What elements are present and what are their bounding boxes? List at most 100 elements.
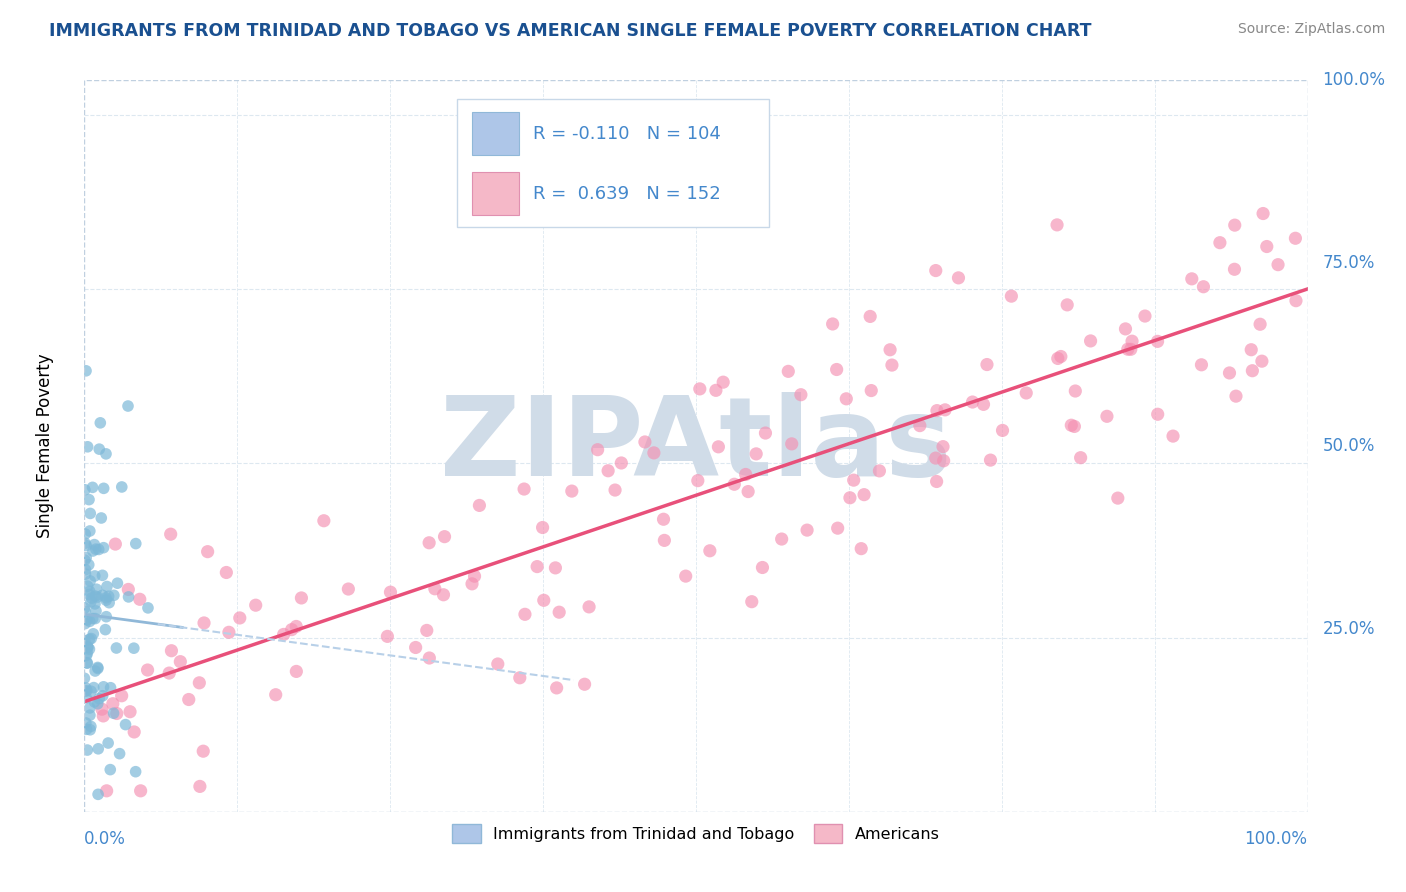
Point (1114, 322, 1136, 336)
Text: IMMIGRANTS FROM TRINIDAD AND TOBAGO VS AMERICAN SINGLE FEMALE POVERTY CORRELATIO: IMMIGRANTS FROM TRINIDAD AND TOBAGO VS A… (49, 22, 1091, 40)
Point (1181, 272, 1204, 286)
Point (245, 598, 267, 612)
Point (312, 514, 335, 528)
Point (75, 527, 97, 541)
Point (546, 681, 568, 695)
Point (1223, 262, 1246, 277)
Bar (472, 112, 519, 155)
Point (83, 695, 105, 709)
Point (73, 483, 96, 497)
Point (188, 675, 211, 690)
Point (1209, 235, 1232, 250)
Point (652, 512, 675, 526)
Point (193, 615, 215, 630)
Point (97, 736, 120, 750)
Point (87, 660, 110, 674)
Point (423, 582, 446, 596)
Point (925, 403, 948, 417)
Point (117, 399, 139, 413)
Point (125, 536, 148, 550)
Point (75, 539, 97, 553)
Point (122, 641, 145, 656)
Point (75, 690, 97, 705)
Point (157, 666, 180, 681)
Point (1218, 366, 1240, 380)
Point (77, 587, 100, 601)
Point (1116, 343, 1139, 357)
Point (418, 651, 440, 665)
Point (273, 627, 295, 641)
Point (1064, 384, 1087, 398)
Point (82, 480, 104, 494)
Point (159, 527, 181, 541)
Point (770, 532, 793, 546)
Point (93, 680, 115, 694)
Point (75, 364, 97, 378)
Point (136, 663, 159, 677)
Point (83, 569, 105, 583)
Text: ZIPAtlas: ZIPAtlas (440, 392, 952, 500)
Point (111, 689, 134, 703)
Point (82, 627, 104, 641)
Point (925, 263, 948, 277)
Bar (472, 172, 519, 215)
Point (598, 464, 620, 478)
Point (80, 632, 103, 646)
Point (1095, 409, 1118, 424)
Point (1121, 334, 1143, 348)
Text: R = -0.110   N = 104: R = -0.110 N = 104 (533, 125, 721, 143)
Point (75, 563, 97, 577)
Point (531, 520, 554, 534)
Point (468, 499, 491, 513)
Point (76, 613, 98, 627)
Point (1080, 334, 1102, 348)
Point (108, 747, 131, 761)
Point (513, 482, 536, 496)
Point (509, 671, 531, 685)
Point (128, 592, 150, 607)
Point (79, 507, 101, 521)
Point (97, 589, 120, 603)
Point (859, 310, 882, 324)
Point (76, 656, 98, 670)
Point (75, 681, 97, 695)
Text: 50.0%: 50.0% (1322, 437, 1375, 455)
Point (98, 596, 121, 610)
Point (75, 684, 97, 698)
Point (377, 629, 399, 643)
Point (117, 582, 139, 597)
Point (932, 454, 955, 468)
Point (73, 633, 96, 648)
Point (84, 611, 107, 625)
Point (486, 657, 509, 671)
Point (1107, 491, 1129, 505)
Point (76, 640, 98, 655)
Point (94, 593, 117, 607)
Point (689, 382, 711, 396)
Point (880, 358, 903, 372)
Point (76, 579, 98, 593)
Point (285, 665, 308, 679)
Point (73, 671, 96, 685)
Point (84, 589, 107, 603)
Point (418, 535, 440, 549)
Point (1161, 429, 1184, 443)
Point (675, 569, 697, 583)
Point (79, 642, 101, 657)
Point (124, 764, 146, 779)
Point (76, 440, 98, 454)
Point (461, 577, 484, 591)
Point (96, 784, 118, 798)
Point (654, 533, 676, 548)
Point (835, 392, 858, 406)
Point (84, 597, 107, 611)
Point (778, 364, 800, 378)
Point (98, 763, 121, 777)
Point (76, 648, 98, 663)
Point (416, 624, 439, 638)
Text: 100.0%: 100.0% (1322, 71, 1385, 89)
Point (948, 270, 970, 285)
Text: 75.0%: 75.0% (1322, 254, 1375, 272)
Point (86, 590, 108, 604)
Point (229, 611, 252, 625)
